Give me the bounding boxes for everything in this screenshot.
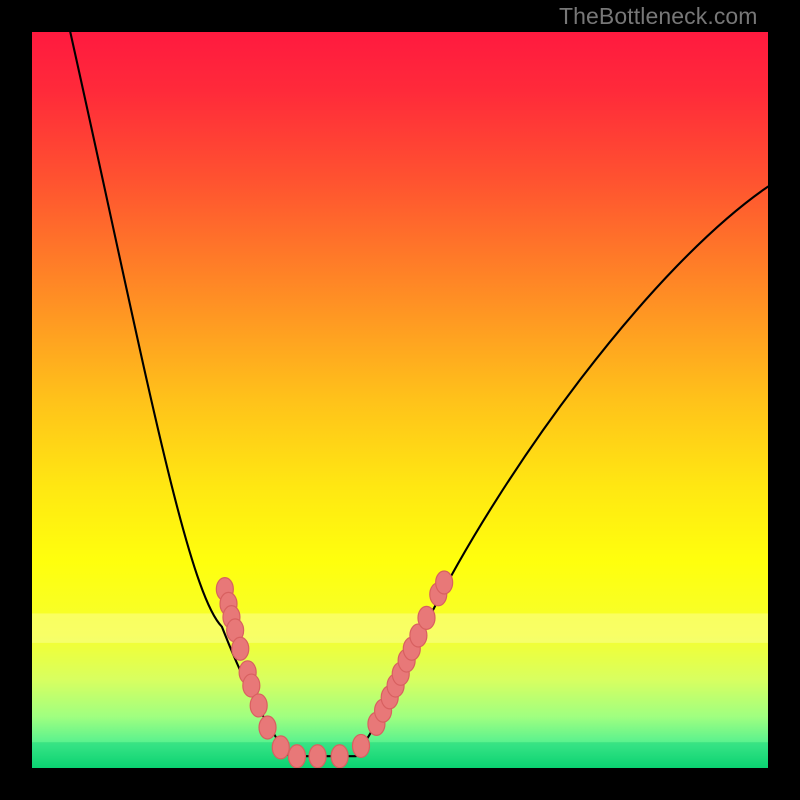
chart-svg	[32, 32, 768, 768]
bottom-beads-bead-2	[331, 745, 348, 768]
plot-area	[32, 32, 768, 768]
right-beads-bead-9	[418, 606, 435, 629]
overlay-band-0	[32, 613, 768, 642]
overlay-band-1	[32, 742, 768, 768]
right-beads-bead-0	[352, 734, 369, 757]
bottom-beads-bead-0	[288, 745, 305, 768]
left-beads-bead-9	[272, 736, 289, 759]
left-beads-bead-4	[232, 637, 249, 660]
bottom-beads-bead-1	[309, 745, 326, 768]
bottom-beads	[288, 745, 348, 768]
watermark-text: TheBottleneck.com	[559, 3, 758, 30]
left-beads-bead-8	[259, 716, 276, 739]
left-beads-bead-7	[250, 694, 267, 717]
right-beads-bead-11	[436, 571, 453, 594]
